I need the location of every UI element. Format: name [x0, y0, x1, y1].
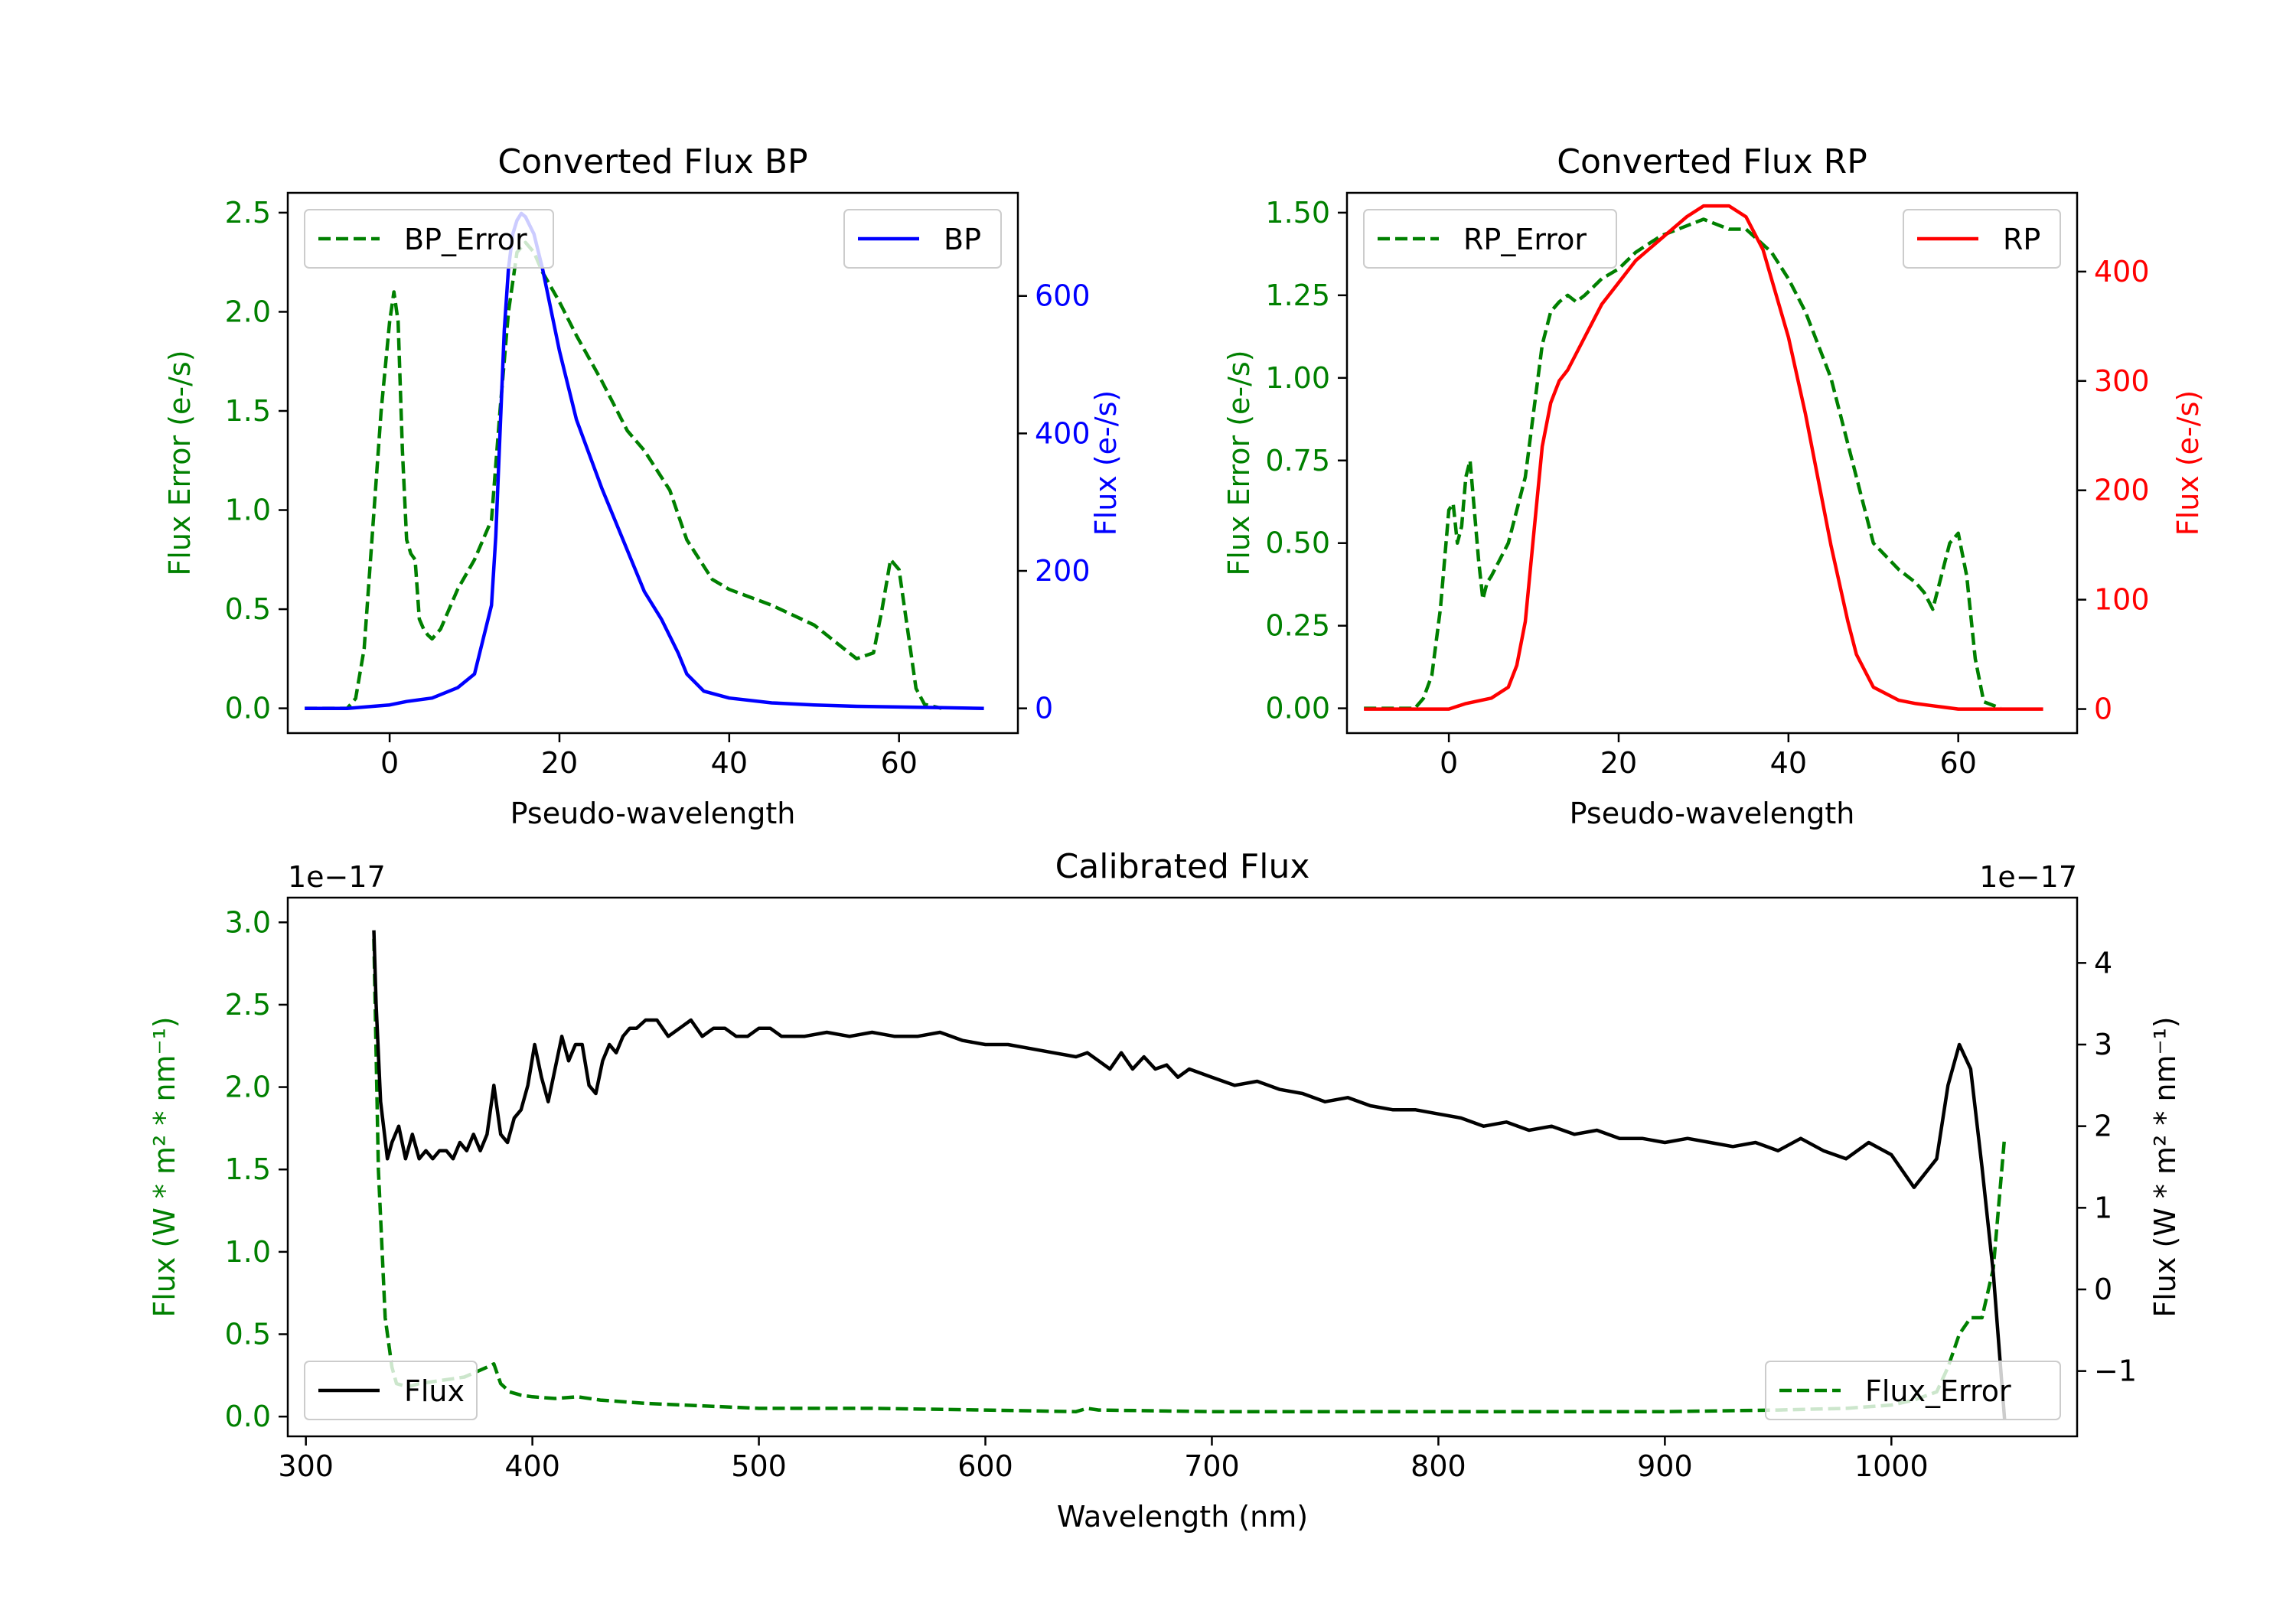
legend-box — [1765, 1361, 2061, 1420]
chart-1: 0 20 40 60 0.0 0.5 1.0 1.5 2.0 2.5 0 200 400 600 Conve… — [163, 142, 1123, 830]
legend-label: Flux — [404, 1374, 465, 1408]
y-right-offset-text: 1e−17 — [1979, 860, 2077, 894]
x-axis-label: Pseudo-wavelength — [1570, 797, 1855, 830]
y-left-tick-label: 2.5 — [225, 988, 271, 1022]
series-line-flux-error — [372, 938, 2007, 1413]
y-left-tick-label: 1.5 — [225, 1152, 271, 1186]
y-right-tick-label: 100 — [2094, 583, 2150, 617]
x-tick-label: 40 — [711, 746, 748, 780]
legend-label: RP — [2003, 223, 2040, 256]
y-left-tick-label: 0.0 — [225, 1400, 271, 1433]
chart-3: 300 400 500 600 700 800 900 1000 0.0 0.5 1.0 1.5 2.0… — [148, 847, 2182, 1534]
y-left-tick-label: 1.0 — [225, 1235, 271, 1269]
series-line-flux — [372, 930, 2007, 1420]
y-right-tick-label: 3 — [2094, 1028, 2112, 1061]
series-line-rp-error — [1364, 217, 2002, 710]
y-right-tick-label: 0 — [1035, 692, 1053, 725]
x-tick-label: 60 — [1940, 746, 1977, 780]
y-right-axis-label: Flux (e-/s) — [2171, 390, 2205, 536]
legend-bp: BP — [843, 209, 1002, 269]
y-left-tick-label: 3.0 — [225, 905, 271, 939]
y-left-tick-label: 0.50 — [1265, 526, 1330, 560]
y-right-tick-label: 4 — [2094, 946, 2112, 980]
x-tick-label: 500 — [731, 1449, 787, 1483]
y-left-axis-label: Flux Error (e-/s) — [163, 350, 197, 575]
chart-2: 0 20 40 60 0.00 0.25 0.50 0.75 1.00 1.25 1.50 0 100 2… — [1222, 142, 2205, 830]
series-line-bp — [305, 211, 984, 710]
y-right-tick-label: 600 — [1035, 279, 1091, 313]
plot-frame — [1345, 191, 2079, 735]
legend-box — [304, 209, 554, 269]
y-left-tick-label: 0.0 — [225, 692, 271, 725]
x-tick-label: 60 — [881, 746, 918, 780]
legend-bp-error: BP_Error — [304, 209, 554, 269]
chart-title: Calibrated Flux — [1055, 847, 1310, 886]
legend-box — [1363, 209, 1617, 269]
chart-title: Converted Flux BP — [497, 142, 807, 181]
x-tick-label: 1000 — [1854, 1449, 1929, 1483]
y-right-tick-label: 0 — [2094, 693, 2112, 726]
legend-label: BP — [944, 223, 981, 256]
y-right-tick-label: 200 — [2094, 474, 2150, 507]
x-tick-label: 300 — [278, 1449, 334, 1483]
series-line-rp — [1364, 204, 2043, 711]
x-tick-label: 600 — [957, 1449, 1013, 1483]
y-left-axis-label: Flux Error (e-/s) — [1222, 350, 1256, 575]
y-left-tick-label: 0.5 — [225, 1318, 271, 1351]
x-tick-label: 700 — [1184, 1449, 1240, 1483]
legend-rp-error: RP_Error — [1363, 209, 1617, 269]
y-right-tick-label: −1 — [2094, 1354, 2137, 1388]
y-left-tick-label: 0.5 — [225, 592, 271, 626]
legend-label: RP_Error — [1463, 223, 1587, 256]
y-left-tick-label: 2.0 — [225, 295, 271, 328]
legend-box — [1903, 209, 2061, 269]
series-line-bp-error — [305, 240, 942, 710]
x-axis-label: Pseudo-wavelength — [510, 797, 796, 830]
x-tick-label: 400 — [504, 1449, 560, 1483]
legend-label: BP_Error — [404, 223, 527, 256]
y-right-tick-label: 1 — [2094, 1191, 2112, 1224]
chart-title: Converted Flux RP — [1557, 142, 1867, 181]
y-left-tick-label: 1.5 — [225, 394, 271, 428]
y-right-tick-label: 400 — [2094, 255, 2150, 288]
y-right-tick-label: 400 — [1035, 416, 1091, 450]
x-tick-label: 800 — [1411, 1449, 1466, 1483]
y-left-tick-label: 0.00 — [1265, 692, 1330, 725]
y-left-offset-text: 1e−17 — [288, 860, 386, 894]
y-right-tick-label: 2 — [2094, 1110, 2112, 1143]
y-right-tick-label: 300 — [2094, 364, 2150, 398]
x-tick-label: 40 — [1770, 746, 1807, 780]
y-left-tick-label: 1.0 — [225, 494, 271, 527]
x-tick-label: 900 — [1637, 1449, 1693, 1483]
y-left-axis-label: Flux (W * m² * nm⁻¹) — [148, 1016, 181, 1317]
legend-flux: Flux — [304, 1361, 478, 1420]
legend-flux-error: Flux_Error — [1765, 1361, 2061, 1420]
y-right-tick-label: 0 — [2094, 1273, 2112, 1306]
plot-frame — [286, 896, 2079, 1438]
y-right-tick-label: 200 — [1035, 554, 1091, 588]
y-left-tick-label: 2.5 — [225, 196, 271, 230]
legend-rp: RP — [1903, 209, 2061, 269]
y-left-tick-label: 1.00 — [1265, 361, 1330, 395]
x-tick-label: 0 — [380, 746, 399, 780]
y-left-tick-label: 2.0 — [225, 1071, 271, 1104]
y-right-axis-label: Flux (W * m² * nm⁻¹) — [2148, 1016, 2182, 1317]
y-left-tick-label: 0.25 — [1265, 609, 1330, 643]
y-left-tick-label: 0.75 — [1265, 444, 1330, 478]
x-axis-label: Wavelength (nm) — [1057, 1500, 1308, 1534]
legend-box — [843, 209, 1002, 269]
y-left-tick-label: 1.25 — [1265, 279, 1330, 312]
legend-box — [304, 1361, 478, 1420]
x-tick-label: 20 — [541, 746, 578, 780]
x-tick-label: 20 — [1600, 746, 1637, 780]
legend-label: Flux_Error — [1865, 1374, 2011, 1408]
y-left-tick-label: 1.50 — [1265, 196, 1330, 230]
plot-frame — [286, 191, 1019, 735]
y-right-axis-label: Flux (e-/s) — [1089, 390, 1123, 536]
x-tick-label: 0 — [1440, 746, 1458, 780]
